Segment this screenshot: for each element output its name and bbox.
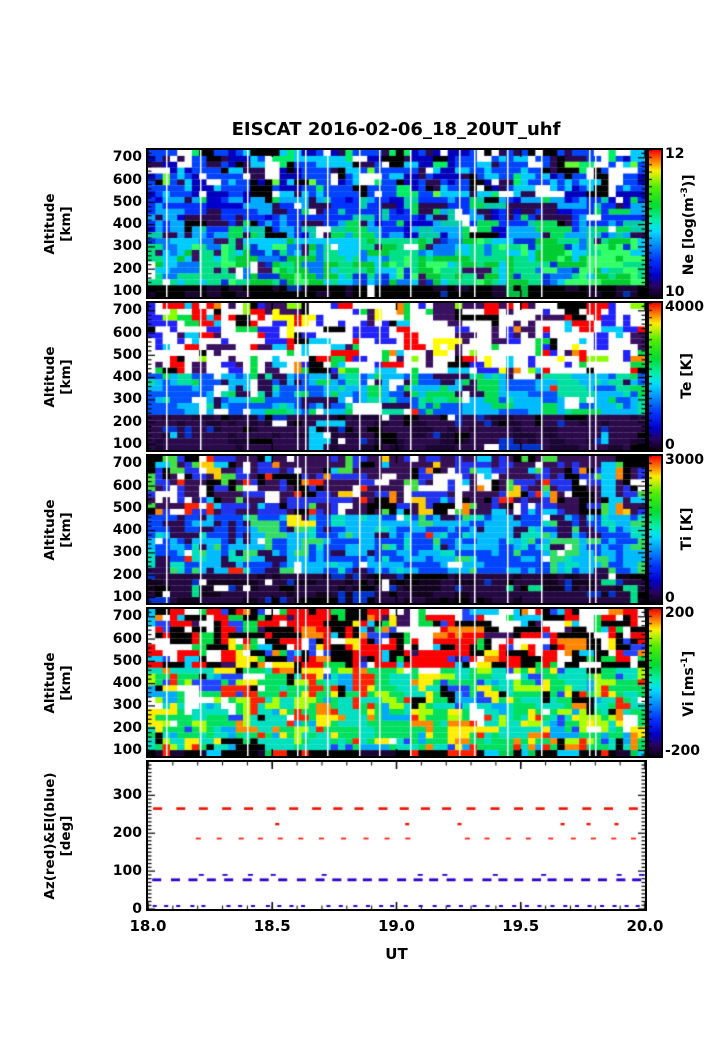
te-colorbar-max-label: 4000 — [665, 299, 704, 315]
y-tick-label-ti-200: 200 — [112, 566, 142, 583]
x-tick-label-19.0: 19.0 — [377, 917, 415, 935]
y-tick-label-vi-100: 100 — [112, 741, 142, 758]
te-colorbar-min-label: 0 — [665, 437, 675, 453]
y-tick-label-te-300: 300 — [112, 391, 142, 408]
y-tick-label-azel-300: 300 — [112, 786, 142, 803]
vi-colorbar-gradient — [649, 609, 661, 756]
panel-ti — [146, 454, 647, 605]
y-tick-label-te-200: 200 — [112, 413, 142, 430]
y-tick-label-ti-400: 400 — [112, 522, 142, 539]
panel-te — [146, 301, 647, 452]
x-tick-label-18.5: 18.5 — [253, 917, 291, 935]
ne-colorbar-min-label: 10 — [665, 284, 685, 300]
y-tick-label-vi-400: 400 — [112, 675, 142, 692]
ti-colorbar-title: Ti [K] — [679, 507, 695, 550]
y-tick-label-azel-200: 200 — [112, 824, 142, 841]
ne-heatmap-canvas — [148, 150, 645, 297]
y-tick-label-vi-600: 600 — [112, 630, 142, 647]
y-tick-label-ne-400: 400 — [112, 216, 142, 233]
y-tick-label-vi-700: 700 — [112, 608, 142, 625]
ti-heatmap-canvas — [148, 456, 645, 603]
y-tick-label-ti-100: 100 — [112, 588, 142, 605]
y-tick-label-te-600: 600 — [112, 324, 142, 341]
y-axis-label-azel: Az(red)&El(blue) [deg] — [42, 771, 74, 900]
y-tick-label-azel-100: 100 — [112, 862, 142, 879]
y-tick-label-ne-600: 600 — [112, 171, 142, 188]
vi-colorbar-max-label: 200 — [665, 605, 695, 621]
y-tick-label-te-500: 500 — [112, 346, 142, 363]
ne-colorbar-max-label: 12 — [665, 146, 685, 162]
te-colorbar-gradient — [649, 303, 661, 450]
x-tick-label-18.0: 18.0 — [129, 917, 167, 935]
y-tick-label-azel-0: 0 — [132, 900, 142, 917]
te-colorbar — [647, 301, 663, 452]
vi-heatmap-canvas — [148, 609, 645, 756]
y-tick-label-te-100: 100 — [112, 435, 142, 452]
vi-colorbar — [647, 607, 663, 758]
y-tick-label-ti-700: 700 — [112, 455, 142, 472]
x-tick-label-19.5: 19.5 — [502, 917, 540, 935]
figure-title: EISCAT 2016-02-06_18_20UT_uhf — [231, 119, 561, 140]
ne-colorbar — [647, 148, 663, 299]
vi-colorbar-min-label: -200 — [665, 743, 701, 759]
y-tick-label-ne-700: 700 — [112, 149, 142, 166]
y-tick-label-ne-300: 300 — [112, 238, 142, 255]
y-tick-label-vi-500: 500 — [112, 652, 142, 669]
ti-colorbar-min-label: 0 — [665, 590, 675, 606]
ti-colorbar-gradient — [649, 456, 661, 603]
ne-colorbar-gradient — [649, 150, 661, 297]
y-tick-label-ti-600: 600 — [112, 477, 142, 494]
y-tick-label-ti-300: 300 — [112, 544, 142, 561]
y-tick-label-vi-300: 300 — [112, 697, 142, 714]
y-tick-label-ne-500: 500 — [112, 193, 142, 210]
x-axis-title: UT — [385, 945, 408, 963]
ti-colorbar-max-label: 3000 — [665, 452, 704, 468]
azel-series-canvas — [148, 762, 645, 909]
te-heatmap-canvas — [148, 303, 645, 450]
y-tick-label-ti-500: 500 — [112, 499, 142, 516]
y-tick-label-vi-200: 200 — [112, 719, 142, 736]
x-tick-label-20.0: 20.0 — [626, 917, 664, 935]
panel-ne — [146, 148, 647, 299]
ti-colorbar — [647, 454, 663, 605]
y-tick-label-te-400: 400 — [112, 369, 142, 386]
panel-vi — [146, 607, 647, 758]
y-tick-label-ne-100: 100 — [112, 282, 142, 299]
y-tick-label-ne-200: 200 — [112, 260, 142, 277]
y-tick-label-te-700: 700 — [112, 302, 142, 319]
vi-colorbar-title: Vi [ms-1] — [680, 650, 697, 717]
panel-azel — [146, 760, 647, 911]
